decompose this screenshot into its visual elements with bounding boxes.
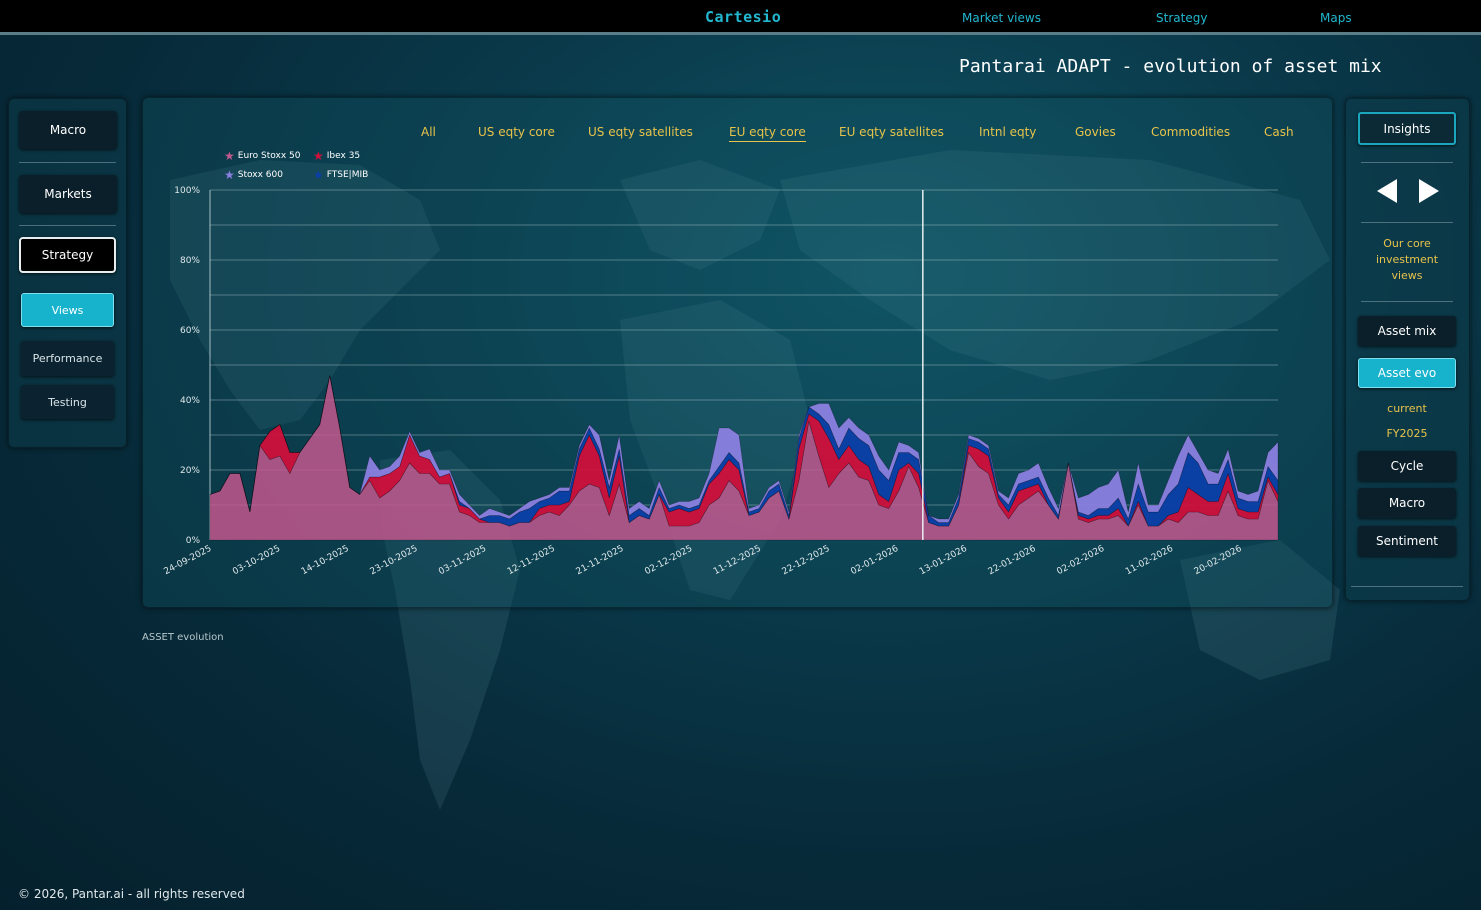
tab-govies[interactable]: Govies <box>1075 125 1116 139</box>
page-title: Pantarai ADAPT - evolution of asset mix <box>959 56 1382 77</box>
nav-maps[interactable]: Maps <box>1320 11 1352 25</box>
divider <box>1361 162 1453 163</box>
cycle-button[interactable]: Cycle <box>1358 451 1456 481</box>
x-tick-label: 14-10-2025 <box>300 544 351 577</box>
tab-eu-eqty-satellites[interactable]: EU eqty satellites <box>839 125 944 139</box>
legend-label: Stoxx 600 <box>237 170 283 180</box>
star-icon: ★ <box>313 149 324 163</box>
nav-button-markets[interactable]: Markets <box>19 175 117 213</box>
tab-intnl-eqty[interactable]: Intnl eqty <box>979 125 1037 139</box>
y-tick-label: 20% <box>180 466 200 476</box>
brand-logo[interactable]: Cartesio <box>705 8 782 26</box>
sub-button-testing[interactable]: Testing <box>21 385 114 419</box>
tab-us-eqty-satellites[interactable]: US eqty satellites <box>588 125 693 139</box>
tab-us-eqty-core[interactable]: US eqty core <box>478 125 555 139</box>
x-tick-label: 02-12-2025 <box>643 544 694 577</box>
x-tick-label: 21-11-2025 <box>575 544 626 577</box>
tab-all[interactable]: All <box>421 125 436 139</box>
x-tick-label: 20-02-2026 <box>1193 544 1244 578</box>
nav-market-views[interactable]: Market views <box>962 11 1041 25</box>
top-navigation-bar: Cartesio Market views Strategy Maps <box>0 0 1481 35</box>
divider <box>19 225 116 226</box>
legend-euro-stoxx-50[interactable]: ★ Euro Stoxx 50 <box>224 149 301 163</box>
divider <box>1351 586 1463 587</box>
x-tick-label: 23-10-2025 <box>369 544 420 577</box>
x-tick-label: 24-09-2025 <box>163 544 214 577</box>
macro-button[interactable]: Macro <box>1358 488 1456 518</box>
period-current[interactable]: current <box>1387 402 1427 415</box>
tab-eu-eqty-core[interactable]: EU eqty core <box>729 125 806 142</box>
y-tick-label: 80% <box>180 256 200 266</box>
sentiment-button[interactable]: Sentiment <box>1358 526 1456 556</box>
next-arrow-icon[interactable] <box>1419 179 1439 203</box>
star-icon: ★ <box>224 149 235 163</box>
nav-button-strategy[interactable]: Strategy <box>19 237 116 273</box>
x-tick-label: 22-01-2026 <box>987 544 1038 578</box>
x-tick-label: 03-11-2025 <box>437 544 488 577</box>
divider <box>19 162 116 163</box>
legend-label: Ibex 35 <box>326 151 361 161</box>
legend-label: FTSE|MIB <box>326 170 369 180</box>
y-tick-label: 0% <box>186 536 201 546</box>
star-icon: ★ <box>224 168 235 182</box>
x-tick-label: 13-01-2026 <box>918 544 969 578</box>
y-tick-label: 100% <box>174 186 200 196</box>
asset-evo-button[interactable]: Asset evo <box>1358 358 1456 388</box>
copyright-text: © 2026, Pantar.ai - all rights reserved <box>18 887 245 901</box>
chart-caption: ASSET evolution <box>142 632 224 643</box>
nav-button-macro[interactable]: Macro <box>19 111 117 149</box>
x-tick-label: 12-11-2025 <box>506 544 557 577</box>
asset-evolution-chart: 0% 20% 40% 60% 80% 100% 24-09-2025 03-10-2025 14… <box>163 186 1279 578</box>
tab-cash[interactable]: Cash <box>1264 125 1294 139</box>
y-tick-label: 40% <box>180 396 200 406</box>
period-fy2025[interactable]: FY2025 <box>1386 427 1428 440</box>
insights-button[interactable]: Insights <box>1358 112 1456 145</box>
x-tick-label: 11-02-2026 <box>1124 544 1175 578</box>
divider <box>1361 222 1453 223</box>
x-tick-label: 02-02-2026 <box>1055 544 1106 578</box>
legend-label: Euro Stoxx 50 <box>237 151 301 161</box>
x-tick-label: 11-12-2025 <box>712 544 763 577</box>
x-tick-label: 03-10-2025 <box>231 544 282 577</box>
star-icon: ★ <box>313 168 324 182</box>
sub-button-views[interactable]: Views <box>21 293 114 327</box>
tab-commodities[interactable]: Commodities <box>1151 125 1231 139</box>
asset-mix-button[interactable]: Asset mix <box>1358 316 1456 346</box>
legend-ibex-35[interactable]: ★ Ibex 35 <box>313 149 361 163</box>
legend-stoxx-600[interactable]: ★ Stoxx 600 <box>224 168 283 182</box>
area-series-stoxx-600 <box>209 375 1279 523</box>
divider <box>1361 301 1453 302</box>
y-tick-label: 60% <box>180 326 200 336</box>
sub-button-performance[interactable]: Performance <box>21 341 114 376</box>
x-tick-label: 02-01-2026 <box>849 544 900 578</box>
insights-description: Our core investment views <box>1375 237 1439 282</box>
nav-strategy[interactable]: Strategy <box>1156 11 1208 25</box>
previous-arrow-icon[interactable] <box>1377 179 1397 203</box>
x-tick-label: 22-12-2025 <box>781 544 832 577</box>
legend-ftse-mib[interactable]: ★ FTSE|MIB <box>313 168 369 182</box>
